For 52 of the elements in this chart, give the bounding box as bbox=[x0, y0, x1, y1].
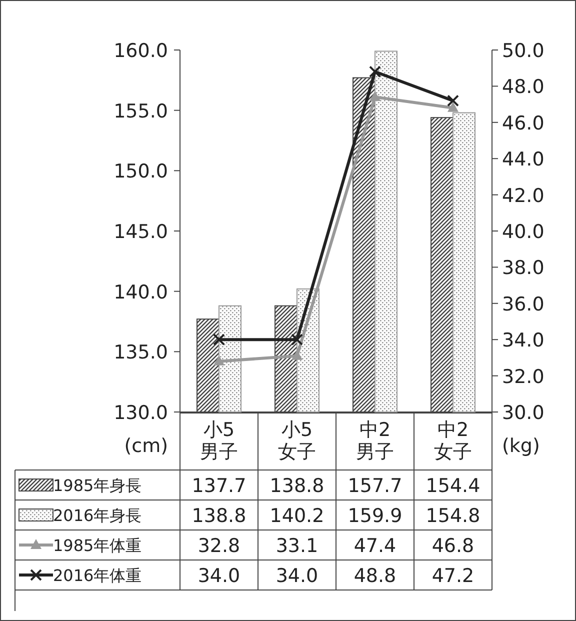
legend-label: 2016年体重 bbox=[53, 566, 142, 585]
y-axis-title: (cm) bbox=[124, 435, 168, 457]
data-label: 154.4 bbox=[426, 475, 480, 497]
legend-label: 1985年身長 bbox=[53, 476, 142, 495]
data-label: 157.7 bbox=[348, 475, 402, 497]
point bbox=[214, 355, 224, 366]
y-tick-label: 130.0 bbox=[114, 402, 168, 424]
point bbox=[448, 102, 458, 112]
point bbox=[292, 350, 302, 360]
data-label: 137.7 bbox=[192, 475, 246, 497]
data-label: 46.8 bbox=[432, 535, 474, 557]
data-label: 32.8 bbox=[198, 535, 240, 557]
y2-axis-title: (kg) bbox=[502, 435, 540, 457]
y2-tick-label: 38.0 bbox=[502, 257, 544, 280]
data-label: 154.8 bbox=[426, 505, 480, 527]
y2-tick-label: 40.0 bbox=[502, 221, 544, 243]
y2-tick-label: 34.0 bbox=[502, 330, 544, 352]
data-label: 33.1 bbox=[276, 535, 318, 557]
data-label: 48.8 bbox=[354, 565, 396, 587]
point bbox=[213, 334, 225, 346]
y-tick-label: 150.0 bbox=[114, 160, 168, 183]
y2-tick-label: 32.0 bbox=[502, 366, 544, 388]
legend-label: 2016年身長 bbox=[53, 506, 142, 525]
y2-tick-label: 48.0 bbox=[502, 76, 544, 98]
data-label: 47.4 bbox=[354, 535, 396, 557]
data-label: 159.9 bbox=[348, 505, 402, 527]
y2-tick-label: 50.0 bbox=[502, 40, 544, 62]
y2-tick-label: 42.0 bbox=[502, 184, 544, 207]
data-label: 140.2 bbox=[270, 505, 324, 527]
point bbox=[369, 66, 381, 78]
x-tick-label: 中2 男子 bbox=[356, 419, 394, 463]
x-tick-label: 小5 女子 bbox=[278, 419, 316, 463]
y-tick-label: 145.0 bbox=[114, 221, 168, 243]
data-label: 138.8 bbox=[270, 475, 324, 497]
y-tick-label: 155.0 bbox=[114, 100, 168, 122]
y-tick-label: 160.0 bbox=[114, 40, 168, 62]
y-tick-label: 140.0 bbox=[114, 281, 168, 304]
y2-tick-label: 36.0 bbox=[502, 293, 544, 316]
x-tick-label: 小5 男子 bbox=[200, 419, 238, 463]
data-label: 34.0 bbox=[276, 565, 318, 587]
y-tick-label: 135.0 bbox=[114, 342, 168, 364]
data-label: 34.0 bbox=[198, 565, 240, 587]
legend-label: 1985年体重 bbox=[53, 536, 142, 555]
x-tick-label: 中2 女子 bbox=[434, 419, 472, 463]
y2-tick-label: 46.0 bbox=[502, 112, 544, 134]
data-label: 138.8 bbox=[192, 505, 246, 527]
point bbox=[447, 94, 459, 107]
point bbox=[291, 334, 303, 346]
y2-tick-label: 44.0 bbox=[502, 148, 544, 171]
point bbox=[370, 91, 380, 102]
y2-tick-label: 30.0 bbox=[502, 402, 544, 424]
data-label: 47.2 bbox=[432, 565, 474, 587]
